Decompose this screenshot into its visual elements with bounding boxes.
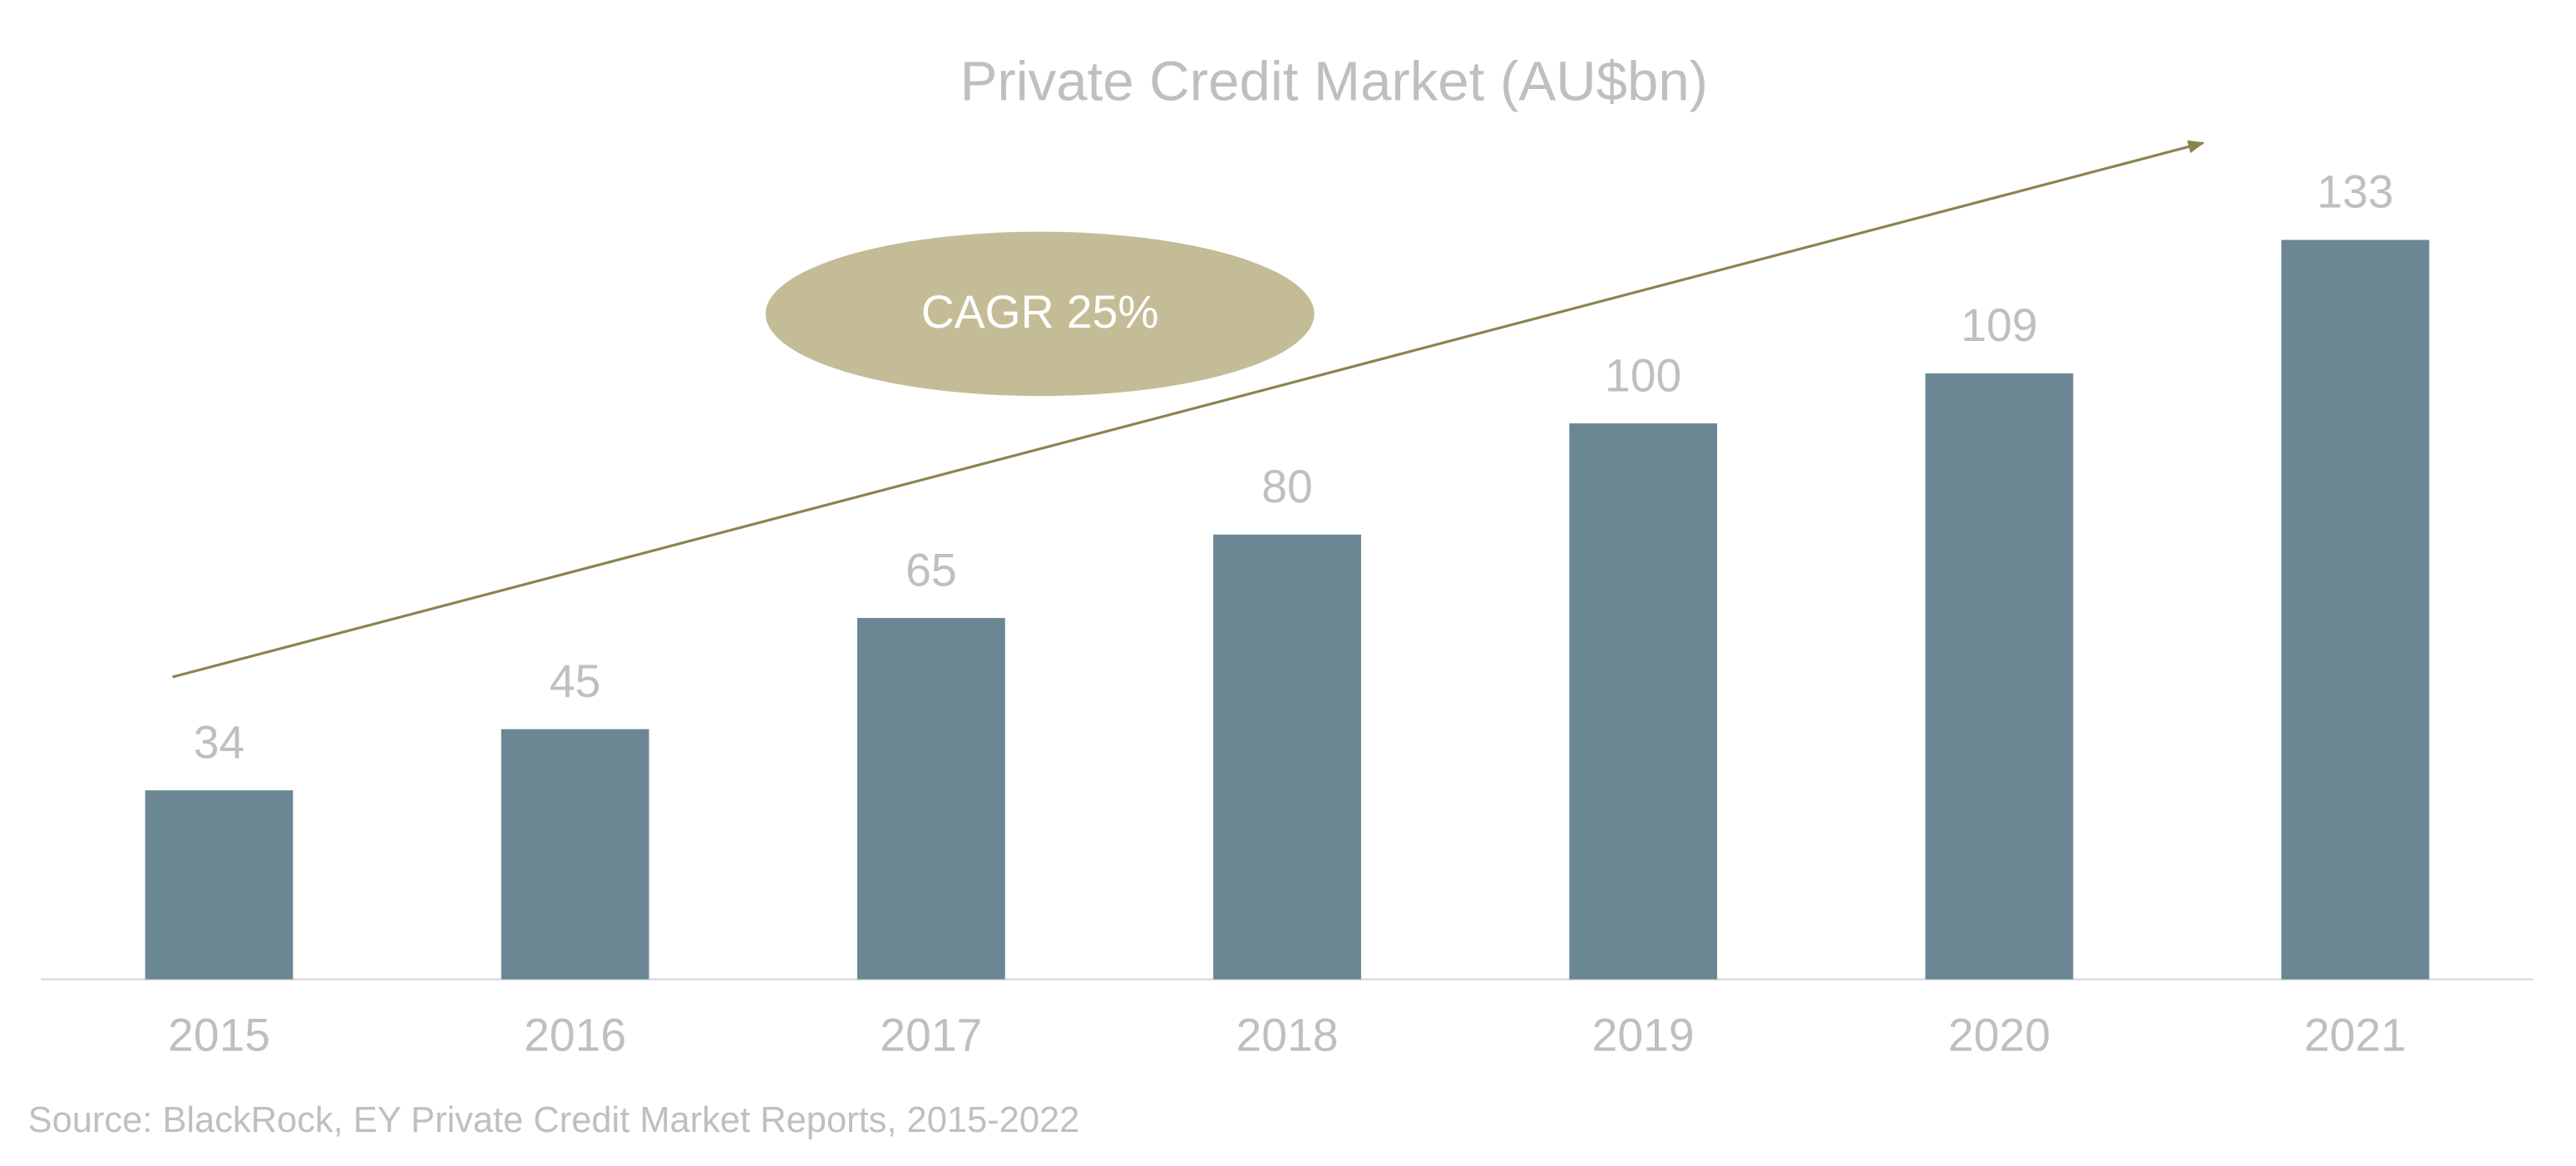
x-tick-label: 2021 (2304, 1009, 2406, 1060)
x-tick-label: 2017 (880, 1009, 982, 1060)
value-label: 100 (1605, 349, 1681, 401)
x-tick-label: 2016 (524, 1009, 626, 1060)
bar (2281, 240, 2430, 980)
bar (1925, 373, 2074, 980)
source-note: Source: BlackRock, EY Private Credit Mar… (28, 1100, 1080, 1140)
value-label: 45 (550, 655, 601, 707)
bar (856, 618, 1005, 980)
x-tick-label: 2019 (1592, 1009, 1695, 1060)
bar (1213, 534, 1361, 980)
x-tick-label: 2018 (1236, 1009, 1338, 1060)
value-label: 65 (906, 544, 957, 595)
trend-arrow (172, 140, 2205, 679)
cagr-label: CAGR 25% (921, 286, 1159, 338)
value-label: 133 (2317, 166, 2393, 218)
bar (145, 790, 294, 980)
cagr-badge (765, 231, 1315, 397)
value-label: 34 (194, 717, 245, 768)
value-label: 109 (1961, 299, 2037, 351)
value-label: 80 (1261, 461, 1313, 512)
bar (1569, 423, 1718, 980)
x-tick-label: 2015 (168, 1009, 270, 1060)
bar (501, 729, 649, 980)
chart-title: Private Credit Market (AU$bn) (960, 50, 1708, 112)
x-tick-label: 2020 (1948, 1009, 2050, 1060)
